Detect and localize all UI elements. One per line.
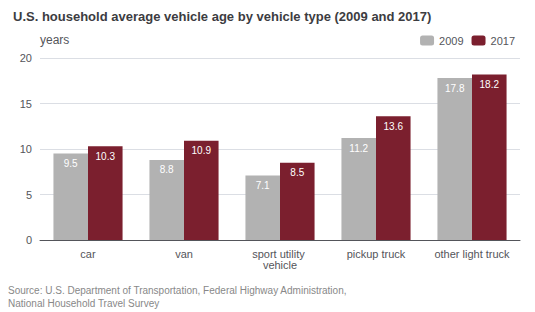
svg-text:vehicle: vehicle [263, 259, 297, 271]
svg-text:car: car [80, 248, 96, 260]
svg-text:U.S. household average vehicle: U.S. household average vehicle age by ve… [13, 9, 431, 24]
svg-text:18.2: 18.2 [480, 79, 500, 90]
svg-text:11.2: 11.2 [349, 143, 368, 154]
svg-text:10.9: 10.9 [192, 145, 212, 156]
svg-text:8.8: 8.8 [160, 164, 174, 175]
svg-text:15: 15 [20, 98, 32, 110]
svg-text:2017: 2017 [491, 35, 515, 47]
svg-text:20: 20 [20, 52, 32, 64]
svg-text:0: 0 [26, 234, 32, 246]
svg-text:National Household Travel Surv: National Household Travel Survey [8, 298, 159, 309]
svg-text:13.6: 13.6 [384, 121, 404, 132]
svg-text:10.3: 10.3 [96, 151, 116, 162]
svg-text:9.5: 9.5 [64, 158, 78, 169]
svg-text:years: years [40, 33, 69, 47]
svg-text:10: 10 [20, 143, 32, 155]
svg-text:other light truck: other light truck [434, 248, 510, 260]
svg-text:Source: U.S. Department of Tra: Source: U.S. Department of Transportatio… [8, 285, 349, 296]
svg-text:5: 5 [26, 189, 32, 201]
svg-text:sport utility: sport utility [252, 247, 308, 260]
svg-text:8.5: 8.5 [290, 167, 304, 178]
svg-text:pickup truck: pickup truck [347, 248, 406, 260]
svg-text:van: van [175, 248, 193, 260]
svg-text:17.8: 17.8 [445, 83, 465, 94]
svg-text:7.1: 7.1 [256, 180, 270, 191]
svg-text:2009: 2009 [439, 35, 463, 47]
